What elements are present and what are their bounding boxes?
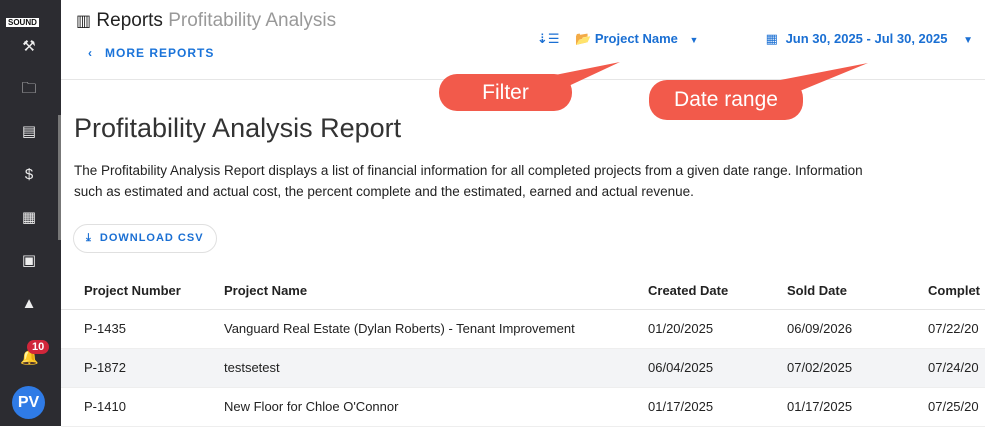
column-header[interactable]: Complet [905, 272, 985, 310]
cell: 01/17/2025 [764, 387, 905, 427]
cell: testsetest [201, 348, 625, 388]
report-table: Project Number Project Name Created Date… [61, 272, 985, 427]
column-header[interactable]: Sold Date [764, 272, 905, 310]
download-csv-button[interactable]: ⤓ DOWNLOAD CSV [73, 224, 217, 253]
notification-badge: 10 [27, 340, 50, 354]
cell: 01/20/2025 [625, 309, 764, 349]
cell: 07/24/20 [905, 348, 985, 388]
cell: 07/22/20 [905, 309, 985, 349]
sort-icon: ⇣☰ [537, 31, 560, 46]
calendar-icon[interactable]: ▣ [21, 252, 37, 269]
folder-open-icon: 📂 [575, 31, 592, 46]
filter-dropdown[interactable]: 📂 Project Name ▼ [575, 31, 698, 47]
column-header[interactable]: Project Number [61, 272, 201, 310]
calendar-icon: ▦ [765, 31, 778, 46]
gallery-icon[interactable]: ▲ [21, 295, 37, 312]
report-title: Profitability Analysis Report [74, 113, 402, 143]
date-range-label: Jun 30, 2025 - Jul 30, 2025 [785, 31, 948, 46]
chevron-left-icon: ‹ [88, 46, 93, 60]
download-label: DOWNLOAD CSV [99, 232, 204, 244]
more-reports-link[interactable]: ‹ MORE REPORTS [88, 46, 214, 60]
date-range-callout: Date range [649, 80, 803, 120]
date-range-picker[interactable]: ▦ Jun 30, 2025 - Jul 30, 2025 ▼ [766, 31, 973, 47]
table-row[interactable]: P-1872 testsetest 06/04/2025 07/02/2025 07/2… [61, 348, 985, 388]
table-row[interactable]: P-1435 Vanguard Real Estate (Dylan Robert… [61, 309, 985, 349]
logo: SOUND [0, 0, 61, 36]
bar-chart-icon: ▥ [76, 13, 92, 30]
table-row[interactable]: P-1410 New Floor for Chloe O'Connor 01/17/… [61, 387, 985, 427]
sidebar-scrollbar[interactable] [58, 115, 61, 240]
cell: New Floor for Chloe O'Connor [201, 387, 625, 427]
cell: 07/02/2025 [764, 348, 905, 388]
cell: 07/25/20 [905, 387, 985, 427]
download-icon: ⤓ [86, 232, 92, 244]
sidebar: SOUND ⚒ 🗀 ▤ $ ▦ ▣ ▲ 🔔 10 PV [0, 0, 61, 426]
cell: Vanguard Real Estate (Dylan Roberts) - T… [201, 309, 625, 349]
more-reports-label: MORE REPORTS [105, 46, 215, 60]
caret-down-icon: ▼ [689, 35, 699, 45]
column-header[interactable]: Created Date [625, 272, 764, 310]
cell: 01/17/2025 [625, 387, 764, 427]
hammer-icon[interactable]: ⚒ [22, 38, 36, 55]
report-description: The Profitability Analysis Report displa… [74, 163, 863, 199]
sort-button[interactable]: ⇣☰ [537, 31, 560, 47]
cell: P-1410 [61, 387, 201, 427]
page-header: ▥ Reports Profitability Analysis [76, 10, 336, 32]
folder-icon[interactable]: 🗀 [21, 80, 37, 97]
cell: 06/09/2026 [764, 309, 905, 349]
avatar[interactable]: PV [12, 386, 45, 419]
filter-label: Project Name [594, 31, 678, 46]
purchase-order-icon[interactable]: ▦ [21, 209, 37, 226]
estimate-icon[interactable]: ▤ [21, 123, 37, 140]
invoice-icon[interactable]: $ [24, 166, 34, 183]
report-name: Profitability Analysis [168, 10, 337, 31]
cell: P-1435 [61, 309, 201, 349]
column-header[interactable]: Project Name [201, 272, 625, 310]
caret-down-icon: ▼ [963, 35, 973, 46]
filter-callout: Filter [439, 74, 572, 111]
section-label: Reports [96, 10, 163, 31]
cell: 06/04/2025 [625, 348, 764, 388]
cell: P-1872 [61, 348, 201, 388]
